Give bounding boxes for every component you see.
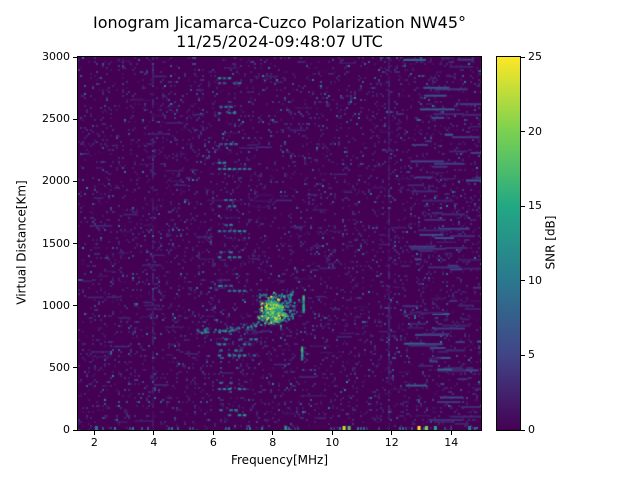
x-tick-mark <box>272 431 274 435</box>
colorbar-gradient <box>497 57 520 430</box>
y-tick-label: 3000 <box>42 50 70 63</box>
colorbar-tick-mark <box>521 429 525 431</box>
colorbar-tick-label: 25 <box>528 50 542 63</box>
y-tick-label: 2000 <box>42 174 70 188</box>
ionogram-heatmap <box>78 57 481 430</box>
y-axis-label: Virtual Distance[Km] <box>14 180 29 305</box>
colorbar-tick-mark <box>521 280 525 282</box>
colorbar-tick-label: 10 <box>528 273 542 287</box>
y-tick-label: 500 <box>49 360 70 374</box>
x-tick-mark <box>331 431 333 435</box>
x-tick-label: 8 <box>269 436 277 449</box>
y-tick-mark <box>73 56 77 58</box>
chart-title: Ionogram Jicamarca-Cuzco Polarization NW… <box>92 13 466 32</box>
x-tick-mark <box>450 431 452 435</box>
colorbar-tick-label: 20 <box>528 124 542 138</box>
x-tick-label: 14 <box>444 436 459 449</box>
colorbar <box>496 56 521 431</box>
x-tick-label: 6 <box>209 436 217 449</box>
y-tick-label: 0 <box>63 423 70 436</box>
y-tick-label: 1500 <box>42 236 70 250</box>
x-tick-label: 10 <box>325 436 340 449</box>
colorbar-tick-mark <box>521 131 525 133</box>
y-tick-mark <box>73 305 77 307</box>
y-tick-mark <box>73 429 77 431</box>
x-tick-label: 2 <box>90 436 98 449</box>
plot-area <box>77 56 482 431</box>
y-tick-mark <box>73 118 77 120</box>
y-tick-label: 2500 <box>42 112 70 126</box>
colorbar-tick-mark <box>521 205 525 207</box>
x-tick-mark <box>212 431 214 435</box>
colorbar-tick-mark <box>521 56 525 58</box>
y-tick-mark <box>73 243 77 244</box>
y-tick-mark <box>73 180 77 182</box>
colorbar-tick-mark <box>521 354 525 356</box>
y-tick-label: 1000 <box>42 298 70 312</box>
x-tick-label: 4 <box>150 436 158 449</box>
y-tick-mark <box>73 367 77 369</box>
colorbar-label: SNR [dB] <box>543 215 558 270</box>
colorbar-tick-label: 15 <box>528 199 542 213</box>
x-tick-mark <box>153 431 155 435</box>
chart-subtitle: 11/25/2024-09:48:07 UTC <box>176 32 383 51</box>
x-axis-label: Frequency[MHz] <box>230 453 329 467</box>
x-tick-label: 12 <box>384 436 399 449</box>
x-tick-mark <box>93 431 95 435</box>
x-tick-mark <box>391 431 393 435</box>
colorbar-tick-label: 5 <box>528 348 535 362</box>
colorbar-tick-label: 0 <box>528 423 535 436</box>
